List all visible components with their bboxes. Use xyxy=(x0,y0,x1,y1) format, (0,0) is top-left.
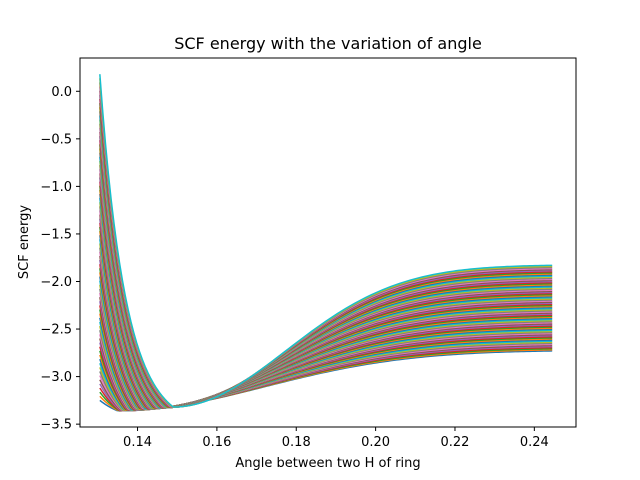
x-tick-label: 0.18 xyxy=(282,435,311,450)
x-tick-label: 0.14 xyxy=(123,435,152,450)
y-tick-label: −1.5 xyxy=(40,227,72,242)
y-tick-label: −3.5 xyxy=(40,418,72,433)
y-tick-label: −1.0 xyxy=(40,180,72,195)
x-axis-ticks: 0.14 0.16 0.18 0.20 0.22 0.24 xyxy=(123,427,549,450)
plot-frame xyxy=(79,57,577,428)
y-tick-label: 0.0 xyxy=(51,85,72,100)
chart-title: SCF energy with the variation of angle xyxy=(174,34,482,53)
y-axis-label: SCF energy xyxy=(17,205,32,280)
y-axis-ticks: 0.0 −0.5 −1.0 −1.5 −2.0 −2.5 −3.0 −3.5 xyxy=(40,85,80,433)
series-line-80 xyxy=(99,74,553,408)
y-tick-label: −2.5 xyxy=(40,323,72,338)
y-tick-label: −0.5 xyxy=(40,132,72,147)
x-axis-label: Angle between two H of ring xyxy=(235,456,420,471)
y-tick-label: −3.0 xyxy=(40,370,72,385)
x-tick-label: 0.22 xyxy=(440,435,469,450)
series-lines xyxy=(99,74,553,412)
x-tick-label: 0.16 xyxy=(202,435,231,450)
x-tick-label: 0.24 xyxy=(520,435,549,450)
x-tick-label: 0.20 xyxy=(361,435,390,450)
y-tick-label: −2.0 xyxy=(40,275,72,290)
